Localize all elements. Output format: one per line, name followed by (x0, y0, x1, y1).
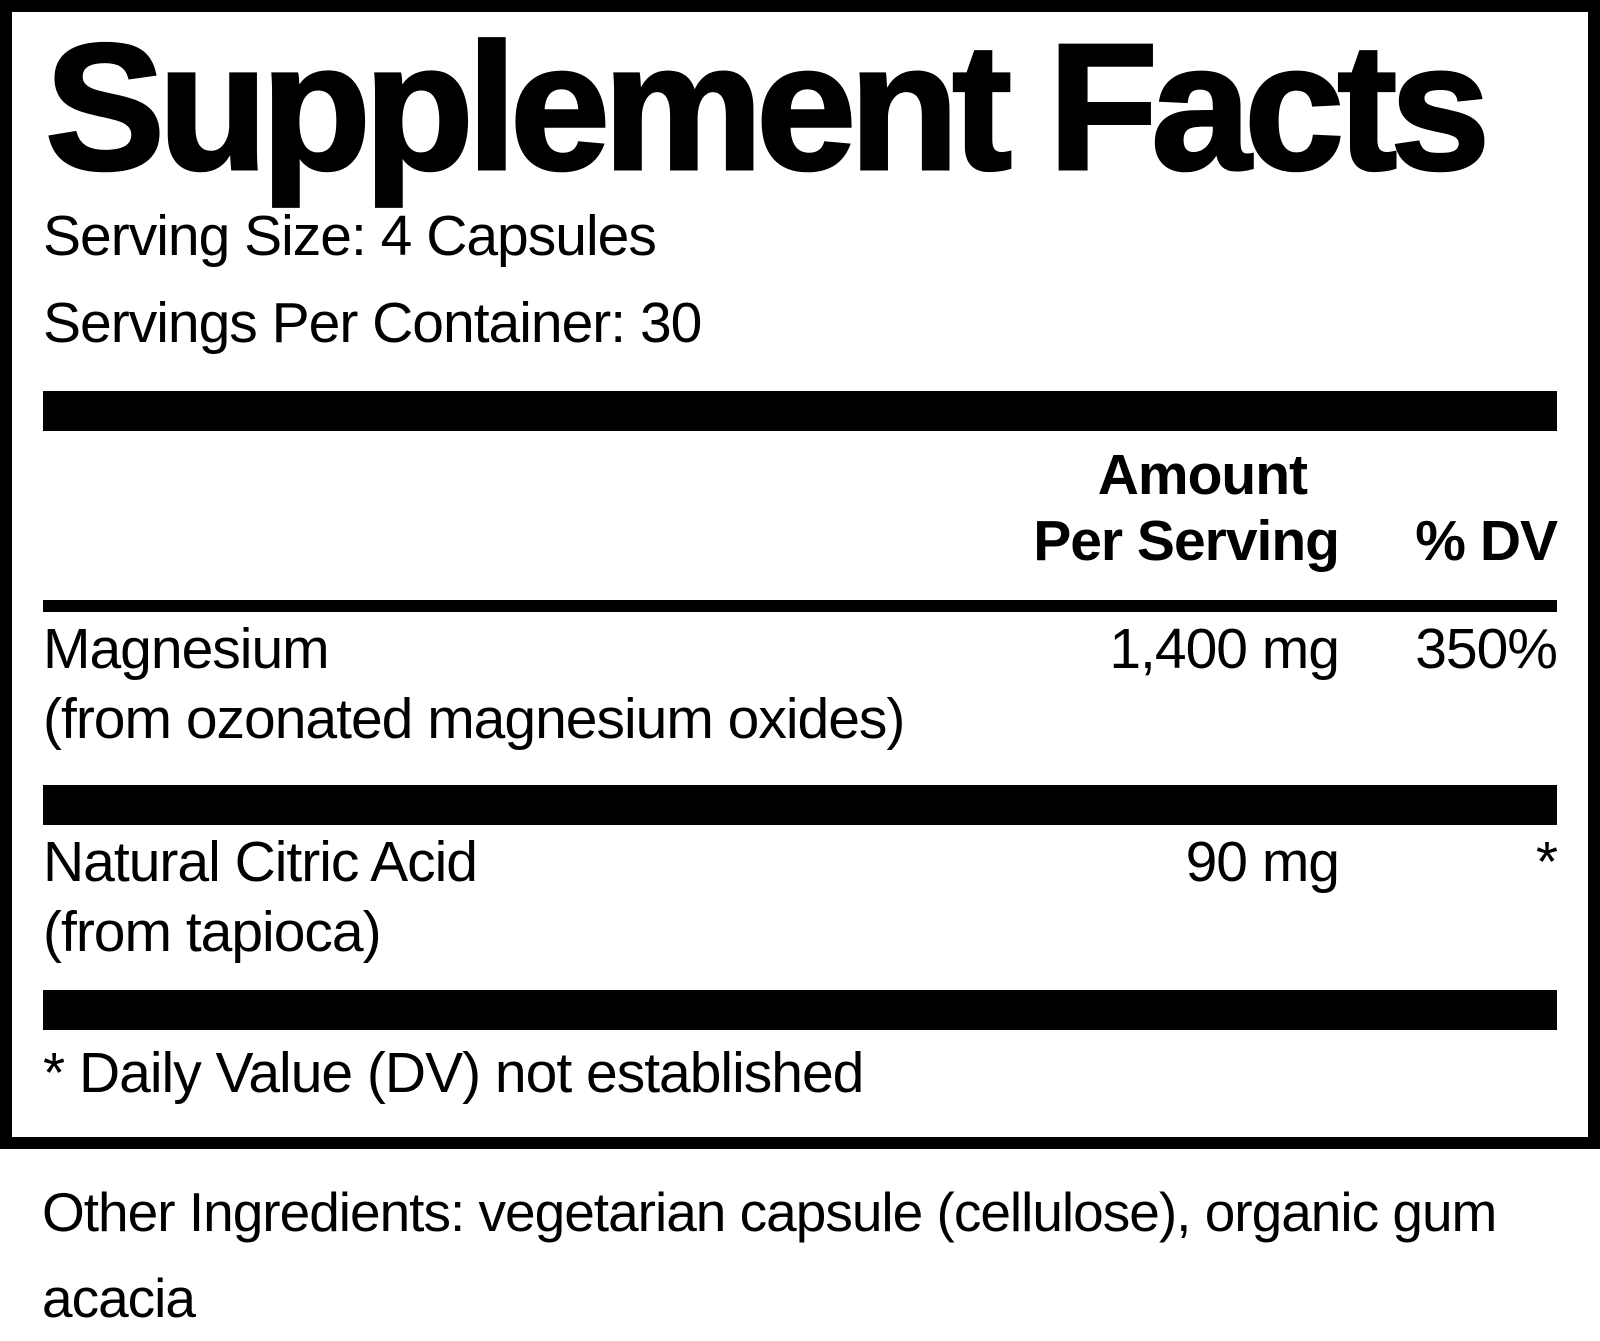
ingredient-dv: 350% (1415, 617, 1558, 681)
amount-header-line2: Per Serving (1033, 509, 1340, 573)
divider-bar-bottom (43, 990, 1557, 1030)
ingredient-source: (from tapioca) (43, 900, 382, 964)
ingredient-amount: 1,400 mg (1109, 617, 1340, 681)
amount-header-line1: Amount (1097, 443, 1308, 507)
ingredient-row-citric-acid: Natural Citric Acid (from tapioca) 90 mg… (43, 827, 1558, 967)
ingredient-dv: * (1535, 830, 1558, 894)
ingredient-name-cell: Natural Citric Acid (from tapioca) (43, 827, 979, 967)
ingredient-name: Magnesium (43, 617, 330, 681)
other-ingredients-text: Other Ingredients: vegetarian capsule (c… (42, 1181, 1497, 1329)
ingredient-amount: 90 mg (1185, 830, 1340, 894)
ingredient-row-magnesium: Magnesium (from ozonated magnesium oxide… (43, 614, 1558, 754)
header-rule (43, 600, 1557, 612)
panel-title: Supplement Facts (44, 7, 1492, 208)
serving-info: Serving Size: 4 Capsules Servings Per Co… (43, 193, 1557, 367)
dv-column-header: % DV (1415, 509, 1558, 573)
divider-bar-top (43, 391, 1557, 431)
amount-column-header: Amount Per Serving (1033, 442, 1340, 574)
ingredient-source: (from ozonated magnesium oxides) (43, 687, 905, 751)
dv-footnote: * Daily Value (DV) not established (43, 1041, 864, 1105)
column-header-row: Amount Per Serving % DV (43, 442, 1558, 574)
supplement-facts-panel: Supplement Facts Serving Size: 4 Capsule… (0, 0, 1600, 1149)
serving-size-line: Serving Size: 4 Capsules (43, 204, 657, 268)
servings-per-container-line: Servings Per Container: 30 (43, 291, 702, 355)
ingredient-name-cell: Magnesium (from ozonated magnesium oxide… (43, 614, 979, 754)
ingredient-name: Natural Citric Acid (43, 830, 478, 894)
divider-bar-middle (43, 785, 1557, 825)
